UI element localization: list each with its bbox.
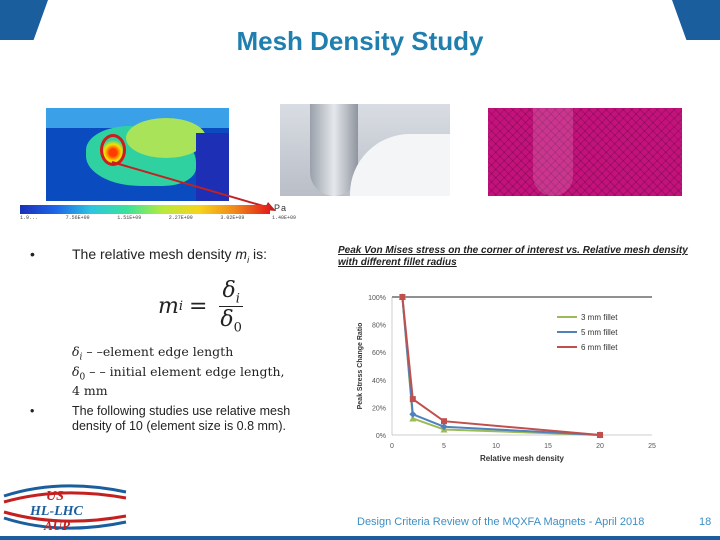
y-tick-label: 100% (368, 295, 386, 302)
y-tick-label: 20% (372, 405, 386, 412)
legend-tick-labels: 1.9... 7.56E+09 1.51E+09 2.27E+09 3.02E+… (20, 215, 296, 225)
x-axis-label: Relative mesh density (480, 454, 565, 463)
footer-text: Design Criteria Review of the MQXFA Magn… (357, 516, 645, 528)
bullet-dot: • (30, 246, 35, 262)
x-tick-label: 10 (492, 443, 500, 450)
data-point (409, 396, 416, 403)
formula-fraction: δi δ0 (219, 278, 243, 336)
legend-entry: 6 mm fillet (581, 343, 618, 352)
stress-hotspot-highlight (100, 134, 126, 166)
y-axis-label: Peak Stress Change Ratio (357, 323, 364, 410)
stress-ratio-line-chart: 0% 20% 40% 60% 80% 100% 0 5 10 15 20 25 Relative mes… (357, 293, 656, 463)
legend-tick: 1.40E+09 (271, 215, 296, 221)
svg-text:HL-LHC: HL-LHC (29, 504, 84, 519)
legend-tick: 1.9... (20, 215, 39, 221)
y-tick-label: 80% (372, 323, 386, 330)
cad-fillet-image (280, 104, 450, 196)
data-point (441, 418, 447, 425)
legend-tick: 2.27E+09 (168, 215, 193, 221)
x-tick-label: 25 (648, 443, 656, 450)
series-line (401, 296, 601, 436)
stress-color-legend (20, 205, 270, 214)
legend-tick: 3.02E+09 (220, 215, 245, 221)
data-point (440, 423, 448, 431)
chart-caption: Peak Von Mises stress on the corner of i… (338, 245, 688, 268)
page-number: 18 (699, 516, 712, 528)
data-point (597, 432, 603, 438)
legend-tick: 7.56E+09 (65, 215, 90, 221)
unit-label: Pa (274, 203, 288, 213)
slide-title: Mesh Density Study (236, 26, 484, 56)
symbol-definitions: δi – –element edge length δ0 – – initial… (72, 344, 285, 398)
data-point (409, 414, 417, 422)
x-tick-label: 5 (442, 443, 446, 450)
x-tick-label: 20 (596, 443, 604, 450)
y-tick-label: 0% (376, 433, 386, 440)
x-tick-label: 15 (544, 443, 552, 450)
y-tick-label: 40% (372, 378, 386, 385)
legend-entry: 3 mm fillet (581, 313, 618, 322)
x-tick-label: 0 (390, 443, 394, 450)
bullet-dot: • (30, 404, 35, 418)
svg-text:AUP: AUP (43, 518, 71, 533)
data-point (409, 410, 417, 418)
y-tick-label: 60% (372, 350, 386, 357)
bottom-accent-strip (0, 536, 720, 540)
top-banner (0, 0, 720, 40)
mesh-model-image (488, 108, 682, 196)
legend-tick: 1.51E+09 (117, 215, 142, 221)
legend-entry: 5 mm fillet (581, 328, 618, 337)
svg-text:US: US (46, 489, 64, 504)
data-point (399, 294, 406, 300)
us-hl-lhc-aup-logo: US HL-LHC AUP (3, 484, 127, 533)
